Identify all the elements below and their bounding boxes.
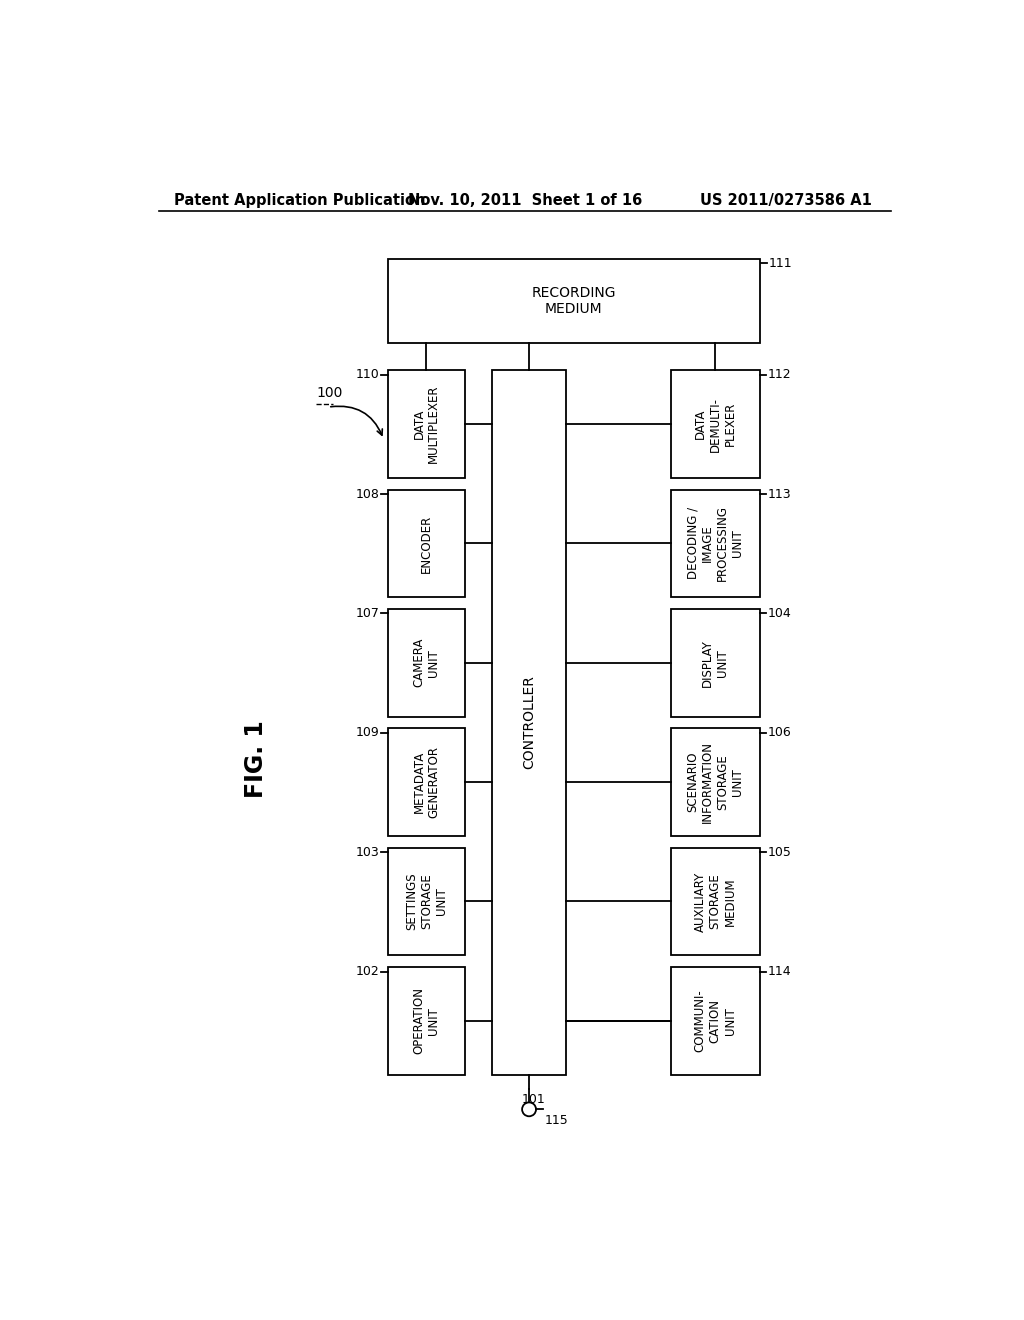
Text: FIG. 1: FIG. 1 bbox=[244, 721, 268, 797]
Bar bbox=[671, 729, 760, 836]
Text: AUXILIARY
STORAGE
MEDIUM: AUXILIARY STORAGE MEDIUM bbox=[693, 871, 736, 932]
Text: SETTINGS
STORAGE
UNIT: SETTINGS STORAGE UNIT bbox=[404, 873, 447, 931]
Text: 102: 102 bbox=[356, 965, 380, 978]
Text: DATA
DEMULTI-
PLEXER: DATA DEMULTI- PLEXER bbox=[693, 396, 736, 451]
Bar bbox=[388, 609, 465, 717]
Text: 113: 113 bbox=[767, 487, 791, 500]
Text: 103: 103 bbox=[356, 846, 380, 859]
Bar bbox=[671, 966, 760, 1074]
Text: 111: 111 bbox=[769, 256, 793, 269]
Text: 105: 105 bbox=[767, 846, 792, 859]
Text: DISPLAY
UNIT: DISPLAY UNIT bbox=[701, 639, 729, 686]
Bar bbox=[388, 729, 465, 836]
Text: RECORDING
MEDIUM: RECORDING MEDIUM bbox=[531, 285, 615, 315]
Bar bbox=[671, 609, 760, 717]
Text: 114: 114 bbox=[767, 965, 791, 978]
Bar bbox=[388, 370, 465, 478]
Text: 100: 100 bbox=[316, 387, 343, 400]
Text: 107: 107 bbox=[356, 607, 380, 620]
Bar bbox=[388, 259, 760, 343]
Bar bbox=[388, 847, 465, 956]
Text: 101: 101 bbox=[521, 1093, 545, 1106]
Text: CONTROLLER: CONTROLLER bbox=[522, 676, 536, 770]
Text: Patent Application Publication: Patent Application Publication bbox=[174, 193, 426, 209]
Text: COMMUNI-
CATION
UNIT: COMMUNI- CATION UNIT bbox=[693, 990, 736, 1052]
Text: 108: 108 bbox=[356, 487, 380, 500]
Bar bbox=[493, 370, 566, 1074]
Bar bbox=[671, 370, 760, 478]
Text: CAMERA
UNIT: CAMERA UNIT bbox=[413, 638, 440, 688]
Text: DATA
MULTIPLEXER: DATA MULTIPLEXER bbox=[413, 385, 440, 463]
Text: Nov. 10, 2011  Sheet 1 of 16: Nov. 10, 2011 Sheet 1 of 16 bbox=[408, 193, 642, 209]
Text: 109: 109 bbox=[356, 726, 380, 739]
Text: 115: 115 bbox=[545, 1114, 568, 1127]
Bar bbox=[671, 490, 760, 597]
Text: ENCODER: ENCODER bbox=[420, 515, 433, 573]
Text: OPERATION
UNIT: OPERATION UNIT bbox=[413, 987, 440, 1055]
Text: METADATA
GENERATOR: METADATA GENERATOR bbox=[413, 746, 440, 818]
Text: US 2011/0273586 A1: US 2011/0273586 A1 bbox=[700, 193, 872, 209]
Text: SCENARIO
INFORMATION
STORAGE
UNIT: SCENARIO INFORMATION STORAGE UNIT bbox=[686, 741, 744, 824]
Text: 110: 110 bbox=[356, 368, 380, 381]
Text: DECODING /
IMAGE
PROCESSING
UNIT: DECODING / IMAGE PROCESSING UNIT bbox=[686, 506, 744, 581]
Bar bbox=[388, 490, 465, 597]
Text: 106: 106 bbox=[767, 726, 792, 739]
Bar bbox=[388, 966, 465, 1074]
Text: 112: 112 bbox=[767, 368, 791, 381]
Text: 104: 104 bbox=[767, 607, 792, 620]
Bar bbox=[671, 847, 760, 956]
